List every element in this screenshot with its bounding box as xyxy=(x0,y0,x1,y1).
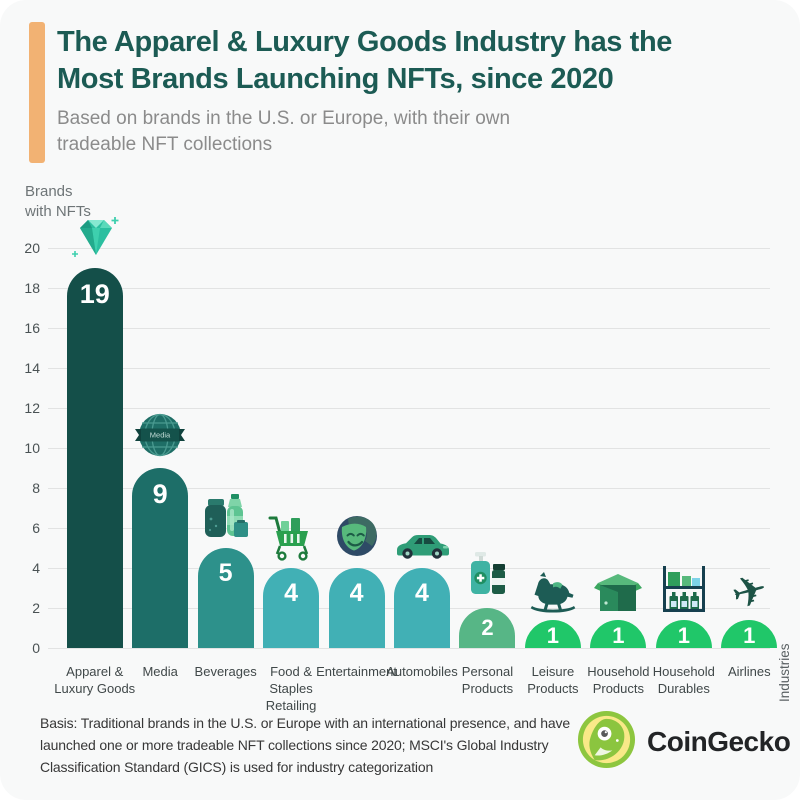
chart-title-line2: Most Brands Launching NFTs, since 2020 xyxy=(57,63,614,95)
basis-note: Basis: Traditional brands in the U.S. or… xyxy=(40,715,571,775)
title-accent-bar xyxy=(29,22,45,163)
x-tick-label: Entertainment xyxy=(316,664,397,679)
chart-subtitle-line2: tradeable NFT collections xyxy=(57,134,273,155)
bar-group-household-durables: 1 xyxy=(642,196,726,648)
y-axis-title: Brands with NFTs xyxy=(25,183,91,220)
bar-value-label: 4 xyxy=(415,579,429,607)
y-tick-label-4: 4 xyxy=(32,560,40,576)
x-tick-label: Apparel & Luxury Goods xyxy=(54,664,136,696)
coingecko-gecko-icon xyxy=(577,710,636,774)
bar-group-apparel-luxury-goods: 19 xyxy=(53,196,137,648)
bar-group-automobiles: 4 xyxy=(380,196,464,648)
bar: 1 xyxy=(721,620,778,648)
coingecko-wordmark: CoinGecko xyxy=(647,726,791,757)
bar-value-label: 5 xyxy=(218,559,233,587)
y-tick-label-18: 18 xyxy=(24,280,40,296)
box-icon xyxy=(594,573,643,613)
bar-group-food-staples-retailing: 4 xyxy=(249,196,333,648)
y-tick-label-10: 10 xyxy=(24,440,40,456)
x-tick-label: Beverages xyxy=(194,664,257,679)
svg-text:Media: Media xyxy=(150,431,171,440)
gridline-y4 xyxy=(48,568,770,569)
bar-group-beverages: 5 xyxy=(184,196,268,648)
gridline-y18 xyxy=(48,288,770,289)
bar-value-label: 4 xyxy=(349,579,364,607)
bar: 9 xyxy=(132,468,189,648)
bar-value-label: 4 xyxy=(284,579,299,607)
y-tick-label-12: 12 xyxy=(24,400,40,416)
bar: 1 xyxy=(590,620,647,648)
x-tick-label: Automobiles xyxy=(386,664,458,679)
gridline-y16 xyxy=(48,328,770,329)
beverages-icon xyxy=(203,493,249,541)
chart-title: The Apparel & Luxury Goods Industry has … xyxy=(57,24,767,98)
gridline-y20 xyxy=(48,248,770,249)
bar-group-airlines: ✈ 1 xyxy=(707,196,791,648)
chart-title-line1: The Apparel & Luxury Goods Industry has … xyxy=(57,26,672,58)
x-tick-label: Personal Products xyxy=(461,664,514,696)
bar-value-label: 1 xyxy=(743,623,756,648)
gridline-y12 xyxy=(48,408,770,409)
y-tick-label-16: 16 xyxy=(24,320,40,336)
coingecko-logo: CoinGecko xyxy=(577,710,791,774)
media-globe-icon: Media xyxy=(134,409,186,461)
y-tick-label-6: 6 xyxy=(32,520,40,536)
bar: 1 xyxy=(655,620,712,648)
bar-value-label: 1 xyxy=(612,623,625,648)
x-tick-label: Food & Staples Retailing xyxy=(265,664,317,713)
y-tick-label-0: 0 xyxy=(32,640,40,656)
bar: 4 xyxy=(394,568,450,648)
bar: 4 xyxy=(328,568,385,648)
y-tick-label-20: 20 xyxy=(24,240,40,256)
y-tick-label-14: 14 xyxy=(24,360,40,376)
bar-value-label: 2 xyxy=(481,615,494,640)
x-tick-label: Airlines xyxy=(727,664,771,679)
x-axis-title: Industries xyxy=(777,643,792,702)
gridline-y8 xyxy=(48,488,770,489)
bar-group-personal-products: 2 xyxy=(445,196,529,648)
theater-masks-icon xyxy=(332,511,382,561)
bar-value-label: 1 xyxy=(546,623,560,648)
x-tick-label: Household Products xyxy=(587,664,650,696)
bar-group-household-products: 1 xyxy=(576,196,660,648)
airplane-icon: ✈ xyxy=(726,564,773,619)
sanitizer-icon xyxy=(466,551,508,601)
x-tick-label: Media xyxy=(142,664,178,679)
bar-value-label: 9 xyxy=(152,479,168,509)
gridline-y14 xyxy=(48,368,770,369)
chart-subtitle-line1: Based on brands in the U.S. or Europe, w… xyxy=(57,108,511,129)
x-tick-label: Leisure Products xyxy=(527,664,579,696)
bar: 4 xyxy=(263,568,320,648)
gridline-y0 xyxy=(48,648,770,649)
y-tick-label-8: 8 xyxy=(32,480,40,496)
y-tick-label-2: 2 xyxy=(32,600,40,616)
gridline-y10 xyxy=(48,448,770,449)
shelf-icon xyxy=(661,565,707,613)
bar: 5 xyxy=(197,548,254,648)
bar: 2 xyxy=(459,608,516,648)
bar-group-media: Media 9 xyxy=(118,196,202,648)
bar-group-leisure-products: 1 xyxy=(511,196,595,648)
bar-value-label: 1 xyxy=(677,623,690,648)
rocking-horse-icon xyxy=(528,569,578,613)
x-tick-label: Household Durables xyxy=(652,664,715,696)
chart-subtitle: Based on brands in the U.S. or Europe, w… xyxy=(57,106,657,158)
bar: 19 xyxy=(66,268,123,648)
bar-value-label: 19 xyxy=(79,279,110,309)
shopping-cart-icon xyxy=(266,513,316,561)
gridline-y6 xyxy=(48,528,770,529)
bar: 1 xyxy=(524,620,581,648)
car-icon xyxy=(393,533,451,561)
bar-group-entertainment: 4 xyxy=(315,196,399,648)
gem-icon xyxy=(69,215,121,261)
